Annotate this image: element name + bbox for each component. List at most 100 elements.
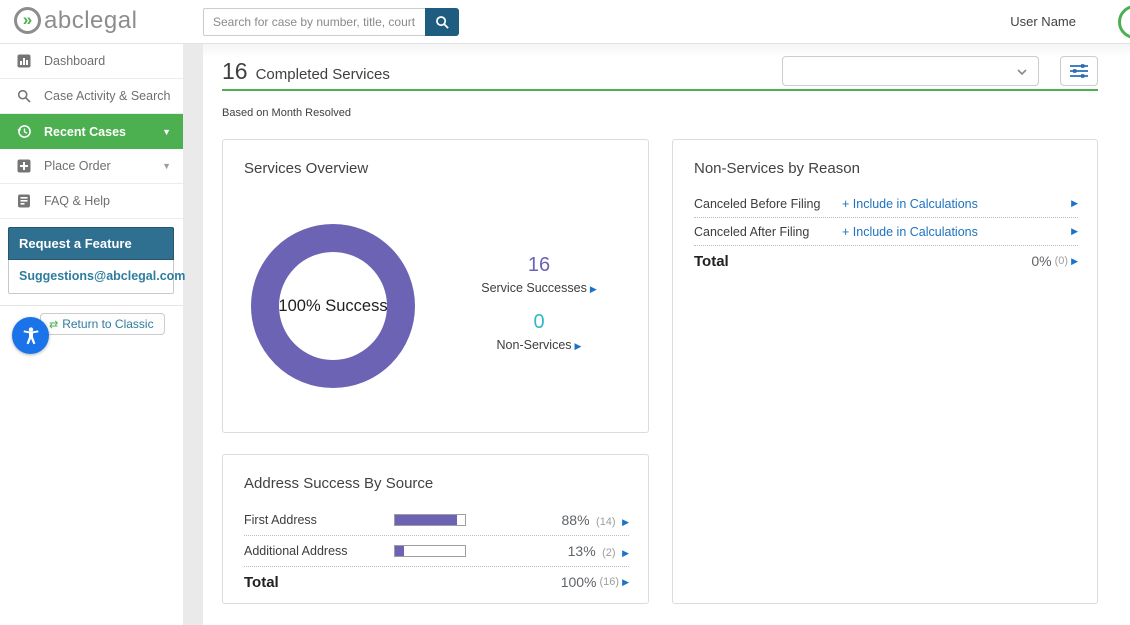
play-arrow-icon[interactable]: ▶ xyxy=(622,548,629,558)
donut-center-label: 100% Success xyxy=(278,296,388,315)
non-services-card: Non-Services by Reason Canceled Before F… xyxy=(672,139,1098,604)
source-value: 88% (14) ▶ xyxy=(466,512,629,528)
play-arrow-icon[interactable]: ▶ xyxy=(1071,255,1078,266)
swap-arrows-icon: ⇄ xyxy=(49,318,59,331)
count-value: (14) xyxy=(596,516,616,528)
search-input[interactable] xyxy=(203,8,425,36)
return-to-classic-button[interactable]: ⇄ Return to Classic xyxy=(40,313,165,335)
total-count: (16) xyxy=(599,576,620,588)
progress-bar-fill xyxy=(395,515,457,525)
reason-label: Canceled Before Filing xyxy=(694,196,821,211)
sidebar-item-label: Recent Cases xyxy=(44,124,126,139)
play-arrow-icon[interactable]: ▶ xyxy=(622,517,629,527)
user-name[interactable]: User Name xyxy=(1010,14,1076,29)
services-overview-card: Services Overview 100% Success 16 Servic… xyxy=(222,139,649,433)
total-percent: 100% xyxy=(560,574,597,590)
filter-settings-button[interactable] xyxy=(1060,56,1098,86)
main-content: 16 Completed Services Based on Month Res… xyxy=(203,44,1130,625)
completed-count: 16 xyxy=(222,58,248,84)
sidebar-divider xyxy=(0,305,183,306)
card-title: Address Success By Source xyxy=(244,475,434,492)
request-feature-box: Request a Feature Suggestions@abclegal.c… xyxy=(8,227,186,294)
source-label: First Address xyxy=(244,513,317,527)
total-row: Total 0% (0) ▶ xyxy=(694,246,1078,276)
help-book-icon xyxy=(16,193,32,209)
search-icon xyxy=(435,15,449,29)
address-success-card: Address Success By Source First Address … xyxy=(222,454,649,604)
card-title: Services Overview xyxy=(244,160,369,177)
progress-bar-fill xyxy=(395,546,405,556)
play-arrow-icon[interactable]: ▶ xyxy=(622,576,629,587)
date-range-select[interactable] xyxy=(782,56,1039,86)
progress-bar xyxy=(394,545,466,557)
search-icon xyxy=(16,88,32,104)
include-calculations-link[interactable]: + Include in Calculations xyxy=(842,224,978,239)
sidebar-item-case-activity[interactable]: Case Activity & Search xyxy=(0,79,183,114)
service-successes-value: 16 xyxy=(527,254,551,276)
search-button[interactable] xyxy=(425,8,459,36)
abclegal-logo[interactable]: » abclegal xyxy=(14,7,137,34)
include-calculations-link[interactable]: + Include in Calculations xyxy=(842,196,978,211)
subtitle: Based on Month Resolved xyxy=(222,107,352,119)
case-search xyxy=(203,8,459,36)
table-row: Canceled Before Filing + Include in Calc… xyxy=(694,190,1078,218)
caret-down-icon[interactable]: ▼ xyxy=(162,126,171,137)
chevron-down-icon xyxy=(1017,69,1027,76)
sidebar-item-label: Place Order xyxy=(44,159,111,173)
suggestions-email-link[interactable]: Suggestions@abclegal.com xyxy=(19,269,186,283)
table-row: Additional Address 13% (2) ▶ xyxy=(244,536,629,567)
service-successes-label: Service Successes xyxy=(481,281,587,295)
play-arrow-icon[interactable]: ▶ xyxy=(1071,226,1078,236)
accessibility-person-icon xyxy=(23,326,38,344)
history-icon xyxy=(16,124,32,140)
total-percent: 0% xyxy=(1031,253,1052,269)
total-label: Total xyxy=(694,252,729,270)
user-avatar[interactable] xyxy=(1118,5,1130,39)
top-header: » abclegal User Name xyxy=(0,0,1130,44)
completed-label: Completed Services xyxy=(255,66,390,83)
sidebar-item-label: FAQ & Help xyxy=(44,194,110,208)
total-count: (0) xyxy=(1054,255,1069,267)
caret-down-icon[interactable]: ▼ xyxy=(162,161,171,171)
service-successes-link[interactable]: Service Successes ▶ xyxy=(459,281,619,295)
play-arrow-icon: ▶ xyxy=(574,341,582,351)
sidebar-item-label: Dashboard xyxy=(44,54,106,68)
accessibility-button[interactable] xyxy=(12,317,49,354)
total-label: Total xyxy=(244,573,279,591)
non-services-rows: Canceled Before Filing + Include in Calc… xyxy=(694,190,1078,276)
progress-bar xyxy=(394,514,466,526)
accent-underline xyxy=(222,89,1098,91)
logo-text: abclegal xyxy=(44,6,138,34)
non-services-link[interactable]: Non-Services ▶ xyxy=(459,338,619,352)
count-value: (2) xyxy=(602,547,616,559)
sidebar-item-recent-cases[interactable]: Recent Cases ▼ xyxy=(0,114,183,149)
table-row: First Address 88% (14) ▶ xyxy=(244,505,629,536)
table-row: Canceled After Filing + Include in Calcu… xyxy=(694,218,1078,246)
sidebar-item-label: Case Activity & Search xyxy=(44,89,171,103)
sidebar: Dashboard Case Activity & Search Recent … xyxy=(0,44,186,625)
success-donut-chart[interactable]: 100% Success xyxy=(251,224,415,388)
address-rows: First Address 88% (14) ▶ Additional Addr… xyxy=(244,505,629,597)
play-arrow-icon: ▶ xyxy=(589,284,597,294)
play-arrow-icon[interactable]: ▶ xyxy=(1071,198,1078,208)
page-title: 16 Completed Services xyxy=(222,58,390,85)
non-services-value: 0 xyxy=(533,311,545,333)
sidebar-item-faq-help[interactable]: FAQ & Help xyxy=(0,184,183,219)
request-feature-button[interactable]: Request a Feature xyxy=(8,227,174,260)
plus-square-icon xyxy=(16,158,32,174)
percent-value: 13% xyxy=(567,543,596,559)
dashboard-icon xyxy=(16,53,32,69)
sidebar-gutter xyxy=(183,44,203,625)
sidebar-item-dashboard[interactable]: Dashboard xyxy=(0,44,183,79)
logo-chevrons-icon: » xyxy=(14,7,41,34)
sliders-icon xyxy=(1070,64,1088,78)
source-label: Additional Address xyxy=(244,544,348,558)
ghost-overlay-bar xyxy=(203,44,1130,58)
source-value: 13% (2) ▶ xyxy=(466,543,629,559)
total-row: Total 100% (16) ▶ xyxy=(244,567,629,597)
return-to-classic-label: Return to Classic xyxy=(62,317,154,331)
reason-label: Canceled After Filing xyxy=(694,224,810,239)
percent-value: 88% xyxy=(561,512,590,528)
card-title: Non-Services by Reason xyxy=(694,160,860,177)
sidebar-item-place-order[interactable]: Place Order ▼ xyxy=(0,149,183,184)
